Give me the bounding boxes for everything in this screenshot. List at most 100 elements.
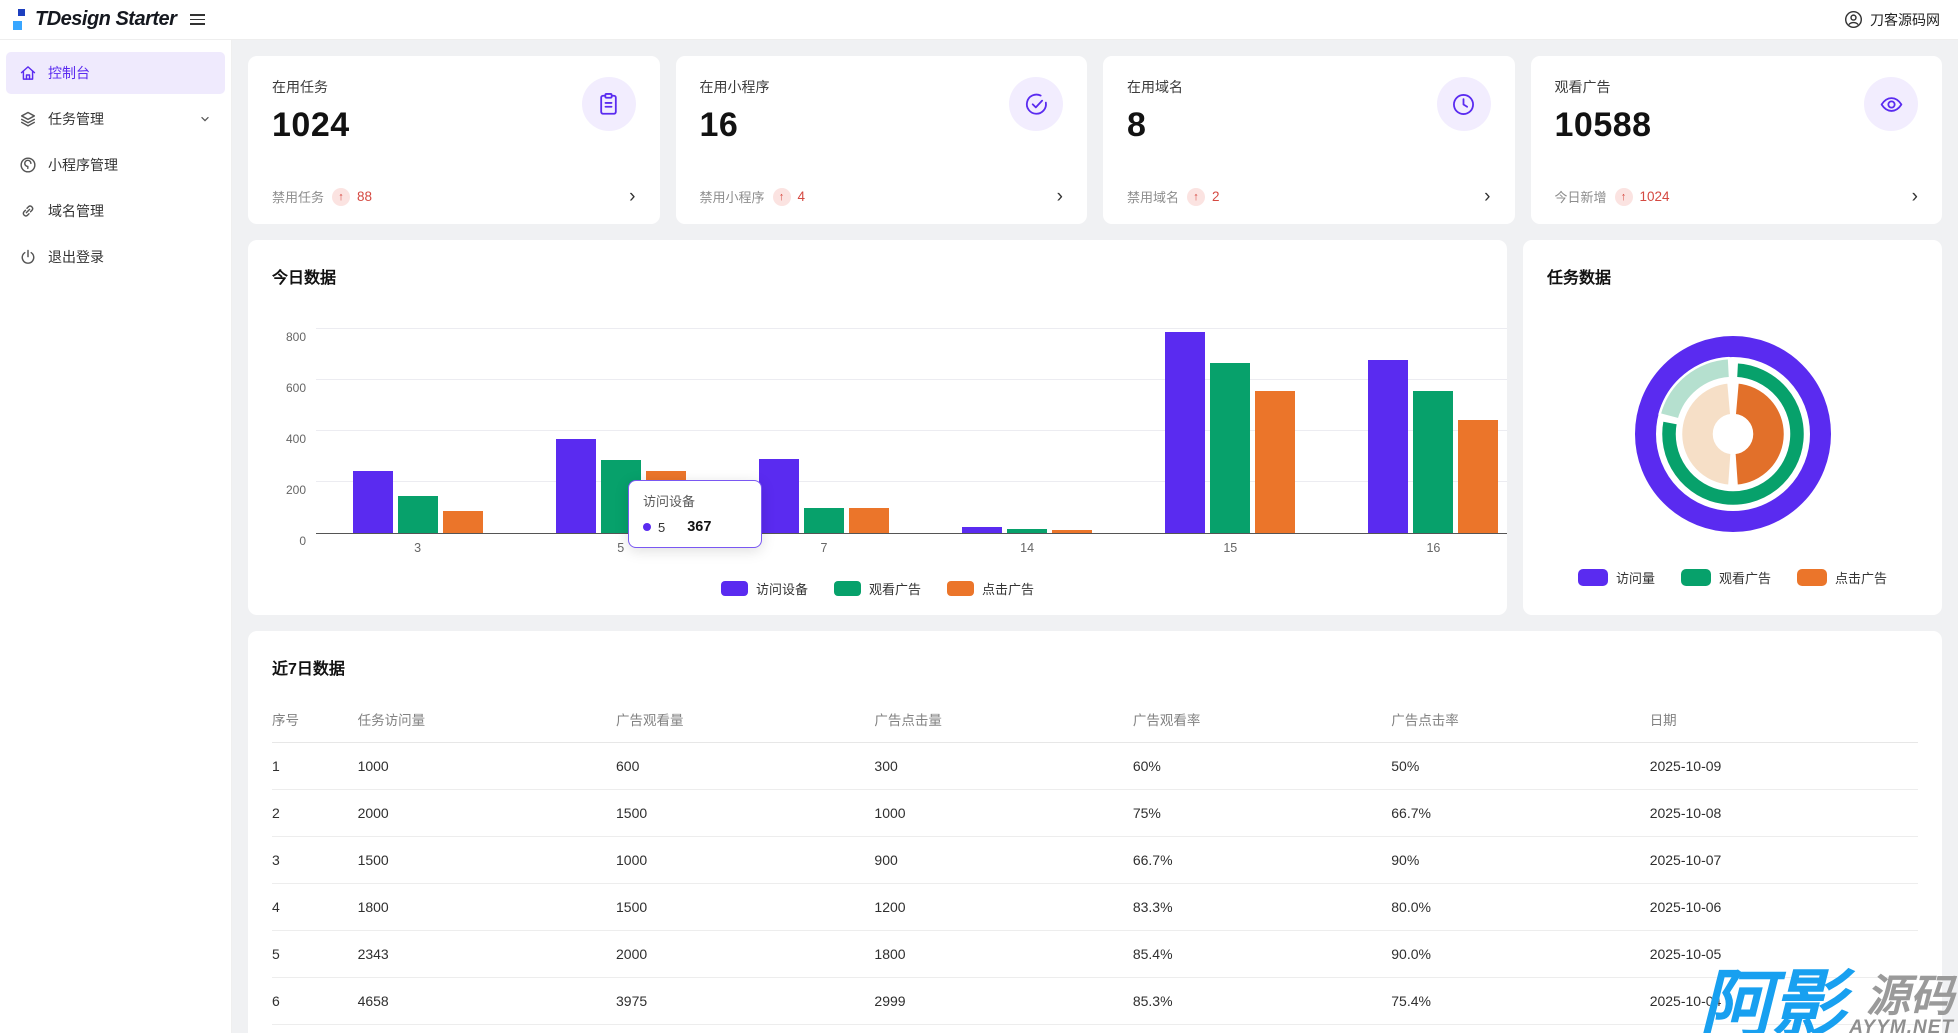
stat-card-title: 在用小程序 [700, 77, 770, 97]
legend-color-chip [1681, 569, 1711, 586]
collapse-menu-icon[interactable] [190, 9, 212, 31]
bar-访问设备-5[interactable] [556, 439, 596, 533]
legend-label: 访问量 [1616, 568, 1655, 587]
bar-观看广告-3[interactable] [398, 496, 438, 533]
bar-点击广告-16[interactable] [1458, 420, 1498, 533]
bar-group-16 [1332, 330, 1507, 533]
sidebar-item-1[interactable]: 任务管理 [6, 98, 225, 140]
stat-card-icon-circle [1009, 77, 1063, 131]
bar-chart-plot [316, 330, 1507, 534]
sidebar-item-2[interactable]: 小程序管理 [6, 144, 225, 186]
table-column-header: 任务访问量 [358, 699, 616, 743]
trend-up-icon: ↑ [773, 188, 791, 206]
table-cell: 90.0% [1391, 931, 1649, 978]
chevron-right-icon[interactable]: › [629, 187, 635, 206]
table-cell: 1000 [358, 743, 616, 790]
bar-group-3 [316, 330, 519, 533]
legend-item-观看广告[interactable]: 观看广告 [1681, 568, 1771, 587]
table-cell: 66.7% [1133, 837, 1391, 884]
stat-card-0: 在用任务 1024 禁用任务 ↑ 88 › [248, 56, 660, 224]
user-avatar-icon [1844, 10, 1863, 29]
x-axis-label: 16 [1332, 541, 1507, 555]
chart-row: 今日数据 0200400600800 357141516 访问设备 [248, 240, 1942, 615]
table-cell: 75% [1133, 790, 1391, 837]
user-name: 刀客源码网 [1870, 10, 1940, 30]
user-menu[interactable]: 刀客源码网 [1844, 10, 1940, 30]
legend-color-chip [1578, 569, 1608, 586]
bar-点击广告-3[interactable] [443, 511, 483, 533]
bar-观看广告-15[interactable] [1210, 363, 1250, 533]
bar-访问设备-15[interactable] [1165, 332, 1205, 533]
stat-card-footer-label: 今日新增 [1555, 187, 1607, 206]
donut-chart [1547, 322, 1918, 546]
bar-访问设备-3[interactable] [353, 471, 393, 533]
y-axis-tick: 600 [286, 381, 306, 395]
table-cell: 85.4% [1133, 931, 1391, 978]
bar-chart-x-labels: 357141516 [316, 541, 1507, 555]
table-cell: 1500 [616, 884, 874, 931]
table-cell: 50% [1391, 743, 1649, 790]
legend-item-点击广告[interactable]: 点击广告 [947, 579, 1034, 598]
table-cell: 85.3% [1133, 978, 1391, 1025]
bar-点击广告-15[interactable] [1255, 391, 1295, 533]
chart-tooltip: 访问设备 5 367 [628, 480, 762, 548]
bar-访问设备-7[interactable] [759, 459, 799, 533]
stat-card-footer-value: 88 [357, 189, 372, 204]
stat-card-value: 10588 [1555, 106, 1652, 145]
legend-item-访问设备[interactable]: 访问设备 [721, 579, 808, 598]
logo-mark-icon [12, 8, 27, 32]
applet-icon [19, 156, 37, 174]
legend-item-观看广告[interactable]: 观看广告 [834, 579, 921, 598]
sidebar-item-label: 控制台 [48, 63, 90, 83]
today-data-card: 今日数据 0200400600800 357141516 访问设备 [248, 240, 1507, 615]
bar-访问设备-16[interactable] [1368, 360, 1408, 533]
bar-观看广告-7[interactable] [804, 508, 844, 534]
bar-点击广告-14[interactable] [1052, 530, 1092, 533]
chevron-right-icon[interactable]: › [1912, 187, 1918, 206]
legend-label: 观看广告 [869, 579, 921, 598]
table-column-header: 广告观看量 [616, 699, 874, 743]
table-cell: 2000 [616, 931, 874, 978]
sidebar-item-4[interactable]: 退出登录 [6, 236, 225, 278]
sidebar-item-0[interactable]: 控制台 [6, 52, 225, 94]
stat-card-footer-label: 禁用任务 [272, 187, 324, 206]
stat-card-row: 在用任务 1024 禁用任务 ↑ 88 › 在用小程序 16 禁 [248, 56, 1942, 224]
bar-观看广告-16[interactable] [1413, 391, 1453, 533]
table-cell: 2025-10-05 [1650, 931, 1918, 978]
legend-item-点击广告[interactable]: 点击广告 [1797, 568, 1887, 587]
table-cell: 3 [272, 837, 358, 884]
legend-color-chip [947, 581, 974, 596]
chevron-right-icon[interactable]: › [1484, 187, 1490, 206]
bar-观看广告-14[interactable] [1007, 529, 1047, 533]
logo[interactable]: TDesign Starter [12, 8, 176, 32]
sidebar-item-label: 域名管理 [48, 201, 104, 221]
table-column-header: 广告点击率 [1391, 699, 1649, 743]
stat-card-icon-circle [582, 77, 636, 131]
stat-card-title: 在用任务 [272, 77, 350, 97]
legend-color-chip [721, 581, 748, 596]
bar-group-15 [1129, 330, 1332, 533]
x-axis-label: 15 [1129, 541, 1332, 555]
bar-chart: 0200400600800 357141516 访问设备 [272, 330, 1507, 555]
legend-color-chip [1797, 569, 1827, 586]
table-cell: 300 [874, 743, 1132, 790]
table-cell: 80.0% [1391, 884, 1649, 931]
table-cell: 3975 [616, 978, 874, 1025]
sidebar-item-3[interactable]: 域名管理 [6, 190, 225, 232]
trend-up-icon: ↑ [1187, 188, 1205, 206]
bar-访问设备-14[interactable] [962, 527, 1002, 533]
table-cell: 2 [272, 790, 358, 837]
trend-up-icon: ↑ [1615, 188, 1633, 206]
donut-chart-title: 任务数据 [1547, 264, 1918, 288]
bar-点击广告-7[interactable] [849, 508, 889, 534]
stat-card-value: 8 [1127, 106, 1183, 145]
clock-icon [1450, 91, 1477, 118]
stat-card-footer-value: 4 [798, 189, 806, 204]
table-cell: 2025-10-08 [1650, 790, 1918, 837]
legend-item-访问量[interactable]: 访问量 [1578, 568, 1655, 587]
link-icon [19, 202, 37, 220]
chevron-right-icon[interactable]: › [1057, 187, 1063, 206]
legend-color-chip [834, 581, 861, 596]
stat-card-footer-value: 2 [1212, 189, 1220, 204]
table-title: 近7日数据 [272, 655, 1918, 679]
